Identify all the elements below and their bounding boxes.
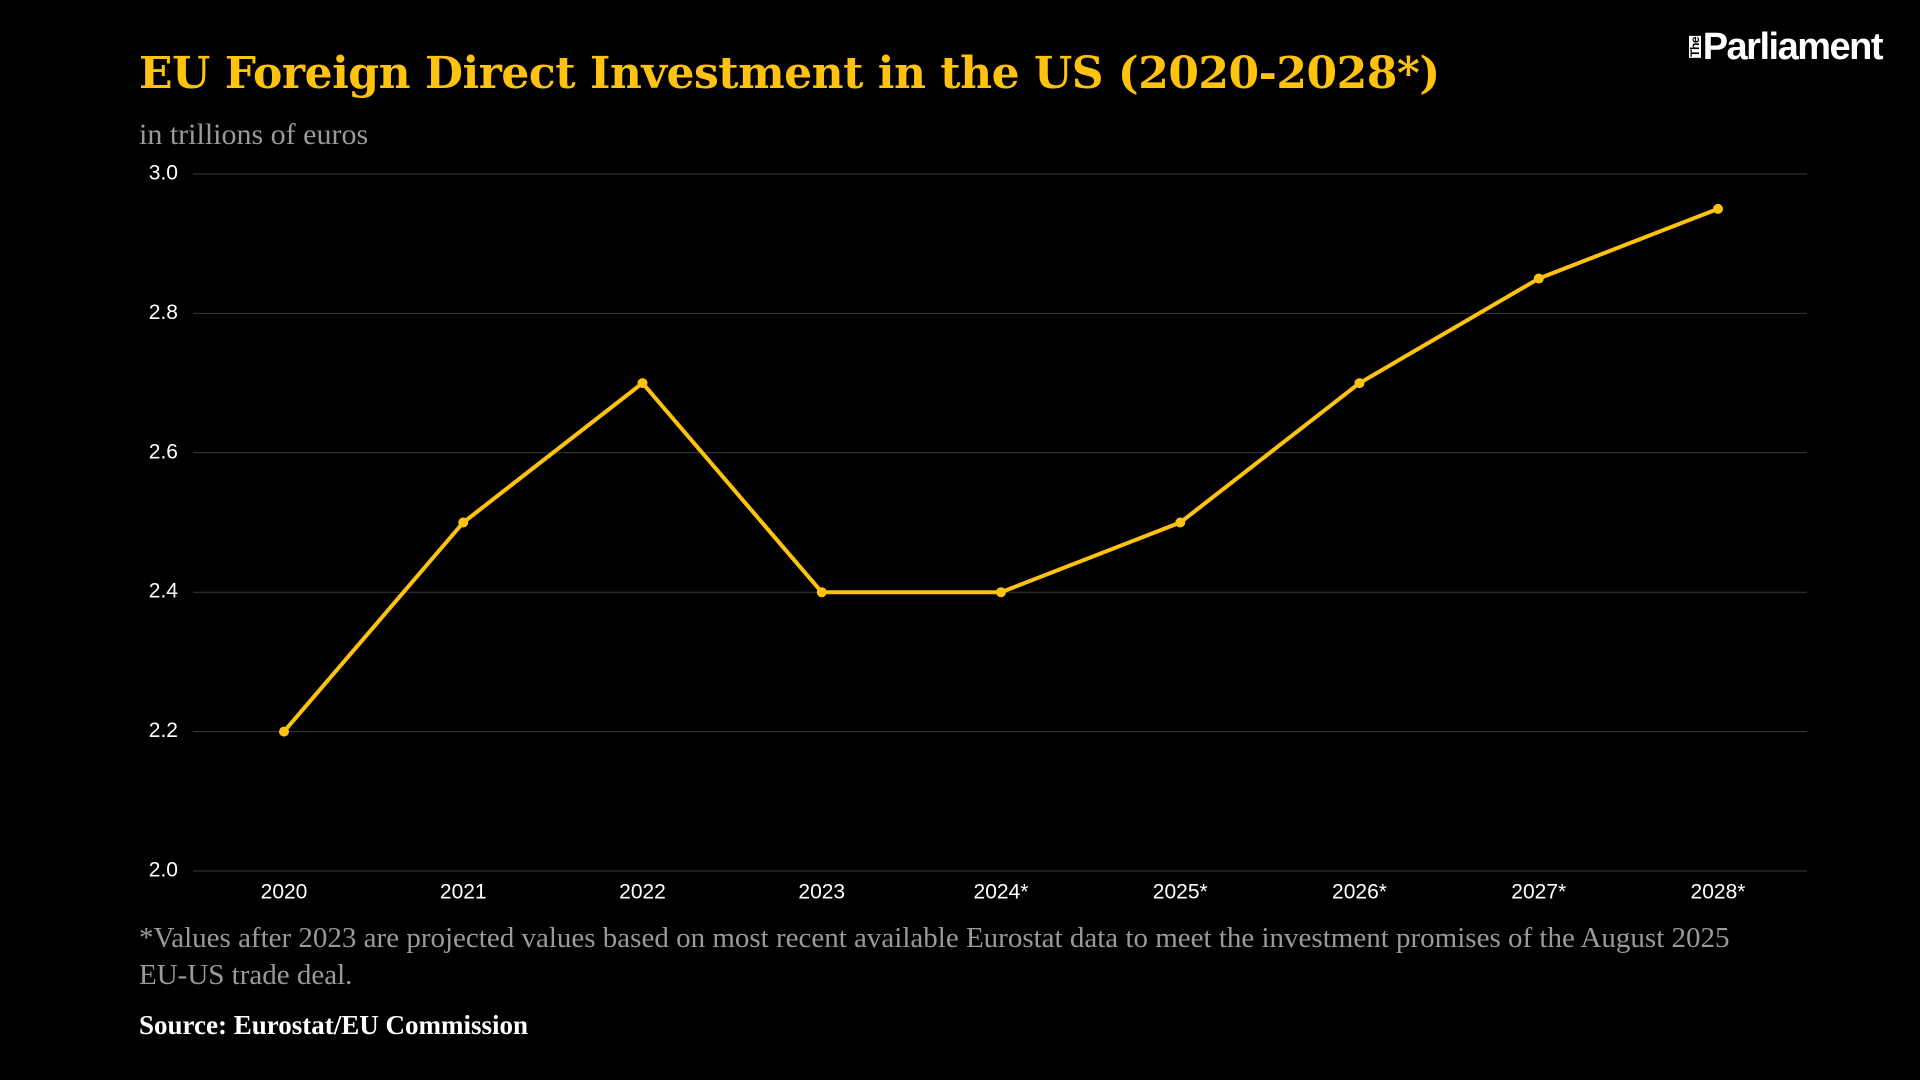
y-axis-tick-labels: 2.0 2.2 2.4 2.6 2.8 3.0 [149, 162, 179, 882]
publisher-logo: The Parliament [1688, 26, 1884, 68]
y-tick-label: 3.0 [149, 162, 178, 185]
x-tick-label: 2022 [619, 881, 666, 904]
data-point-2022 [637, 378, 648, 389]
data-point-2026 [1354, 378, 1365, 389]
y-tick-label: 2.8 [149, 301, 178, 324]
data-point-2027 [1533, 273, 1544, 284]
series-layer [279, 203, 1723, 737]
data-point-2021 [458, 517, 469, 528]
chart-source: Source: Eurostat/EU Commission [139, 1010, 529, 1040]
logo-name: Parliament [1702, 26, 1884, 68]
chart-subtitle: in trillions of euros [139, 118, 369, 151]
x-tick-label: 2028* [1691, 881, 1746, 904]
data-point-2020 [279, 726, 289, 737]
y-tick-label: 2.0 [149, 859, 178, 882]
gridlines [193, 173, 1807, 872]
data-point-2024 [996, 587, 1006, 598]
data-point-2023 [816, 587, 827, 598]
chart-footnote: *Values after 2023 are projected values … [139, 922, 1730, 991]
y-tick-label: 2.4 [149, 580, 179, 603]
series-line [282, 206, 1720, 734]
x-tick-label: 2027* [1511, 881, 1566, 904]
chart-title: EU Foreign Direct Investment in the US (… [139, 48, 1440, 99]
x-tick-label: 2023 [798, 881, 845, 904]
data-point-2028 [1713, 203, 1723, 214]
x-tick-label: 2020 [261, 881, 308, 904]
y-tick-label: 2.2 [149, 719, 178, 742]
x-tick-label: 2026* [1332, 881, 1387, 904]
x-tick-label: 2025* [1153, 881, 1208, 904]
x-axis-tick-labels: 2020 2021 2022 2023 2024* 2025* 2026* 2027* 2028… [261, 881, 1746, 904]
x-tick-label: 2021 [440, 881, 487, 904]
x-tick-label: 2024* [974, 881, 1029, 904]
y-tick-label: 2.6 [149, 440, 178, 463]
data-point-2025 [1175, 517, 1186, 528]
